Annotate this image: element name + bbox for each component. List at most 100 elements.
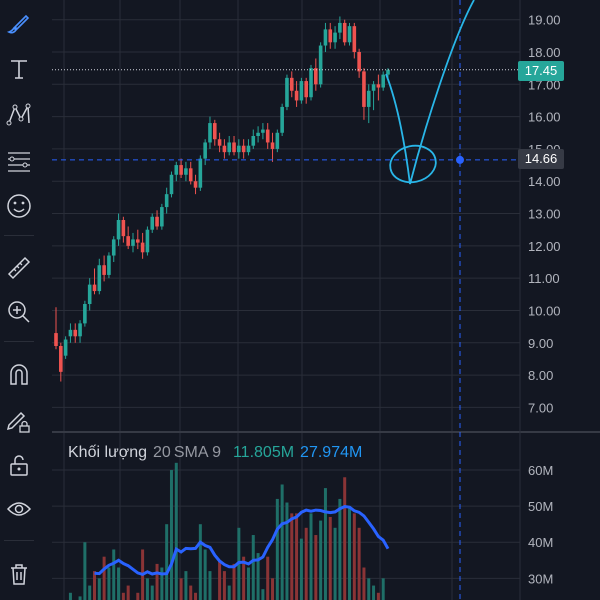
volume-bar — [155, 563, 159, 600]
volume-bar — [97, 578, 101, 600]
volume-bar — [362, 567, 366, 600]
candle-body — [73, 329, 78, 337]
volume-bar — [126, 585, 130, 600]
candle-body — [241, 145, 246, 153]
candle-body — [97, 265, 102, 292]
volume-bar — [117, 567, 121, 600]
volume-bar — [251, 535, 255, 600]
candle-body — [188, 168, 193, 182]
volume-bar — [179, 578, 183, 600]
candle-body — [111, 239, 116, 256]
candle-body — [352, 26, 357, 52]
volume-bar — [381, 578, 385, 600]
candle-body — [217, 139, 222, 146]
candle-body — [179, 165, 183, 175]
magnet-icon — [10, 364, 28, 385]
pattern-tool[interactable] — [0, 96, 38, 134]
candle-body — [314, 68, 318, 85]
magnet-tool[interactable] — [0, 355, 38, 393]
volume-bars — [68, 462, 385, 600]
volume-bar — [348, 506, 352, 600]
lock-drawing-tool[interactable] — [0, 402, 38, 440]
volume-legend-length: 20 — [153, 444, 171, 461]
volume-bar — [121, 592, 125, 600]
candle-body — [299, 81, 304, 101]
unlock-tool[interactable] — [0, 446, 38, 484]
candle-body — [140, 242, 145, 253]
volume-bar — [136, 592, 140, 600]
candles — [54, 16, 390, 382]
volume-bar — [323, 488, 327, 600]
toolbar-divider — [4, 341, 34, 342]
volume-bar — [78, 596, 82, 600]
candle-body — [232, 142, 236, 153]
volume-bar — [285, 502, 289, 600]
volume-bar — [208, 571, 212, 600]
candle-body — [381, 74, 385, 88]
volume-bar — [295, 513, 299, 600]
volume-bar — [184, 571, 188, 600]
brush-tool[interactable] — [0, 6, 38, 44]
freehand-stroke — [385, 0, 475, 185]
candle-body — [289, 77, 294, 91]
candle-body — [333, 32, 337, 43]
candle-body — [155, 216, 159, 227]
volume-bar — [169, 470, 173, 600]
text-tool[interactable] — [0, 50, 38, 88]
volume-tick-label: 60M — [528, 463, 553, 478]
volume-bar — [319, 520, 323, 600]
candle-body — [294, 90, 299, 101]
candlestick-chart[interactable]: 19.0018.0017.0016.0015.0014.0013.0012.00… — [52, 0, 600, 600]
freehand-circle — [389, 144, 437, 184]
delete-tool[interactable] — [0, 555, 38, 593]
volume-bar — [107, 567, 111, 600]
candle-body — [212, 123, 217, 140]
volume-bar — [150, 585, 154, 600]
zoom-in-tool[interactable] — [0, 293, 38, 331]
candle-body — [323, 29, 328, 46]
volume-legend[interactable]: Khối lượng 20 SMA 9 11.805M 27.974M — [68, 444, 368, 462]
candle-body — [63, 339, 68, 356]
volume-bar — [314, 535, 318, 600]
candle-body — [338, 22, 342, 33]
toolbar-divider — [4, 540, 34, 541]
fib-tool-icon — [8, 152, 30, 172]
volume-tick-label: 40M — [528, 535, 553, 550]
volume-bar — [189, 585, 193, 600]
candle-body — [174, 165, 179, 175]
cursor-price-label: 14.66 — [518, 149, 564, 169]
candle-body — [169, 174, 174, 195]
emoji-tool[interactable] — [0, 187, 38, 225]
volume-bar — [256, 553, 260, 600]
eye-icon — [6, 502, 32, 516]
candle-body — [256, 132, 260, 136]
fib-tool[interactable] — [0, 142, 38, 180]
candle-body — [203, 142, 207, 159]
candle-body — [164, 194, 169, 208]
volume-value: 11.805M — [232, 444, 295, 461]
candle-body — [150, 216, 155, 230]
candle-body — [237, 145, 241, 153]
volume-bar — [198, 524, 202, 600]
ruler-tool[interactable] — [0, 249, 38, 287]
toolbar-divider — [4, 235, 34, 236]
candle-body — [126, 236, 130, 246]
visibility-tool[interactable] — [0, 490, 38, 528]
brush-icon — [6, 14, 30, 34]
candle-body — [280, 106, 284, 133]
volume-bar — [338, 498, 342, 600]
volume-bar — [218, 560, 222, 600]
candle-body — [347, 26, 352, 43]
volume-bar — [304, 527, 308, 600]
chart-area[interactable]: 19.0018.0017.0016.0015.0014.0013.0012.00… — [52, 0, 600, 600]
candle-body — [270, 142, 275, 149]
volume-bar — [203, 549, 207, 600]
candle-body — [227, 142, 232, 153]
volume-bar — [333, 527, 337, 600]
price-tick-label: 8.00 — [528, 368, 553, 383]
crosshair-point — [456, 155, 464, 164]
volume-bar — [88, 585, 92, 600]
freehand-drawing — [385, 0, 475, 185]
volume-bar — [246, 567, 250, 600]
volume-bar — [232, 563, 236, 600]
